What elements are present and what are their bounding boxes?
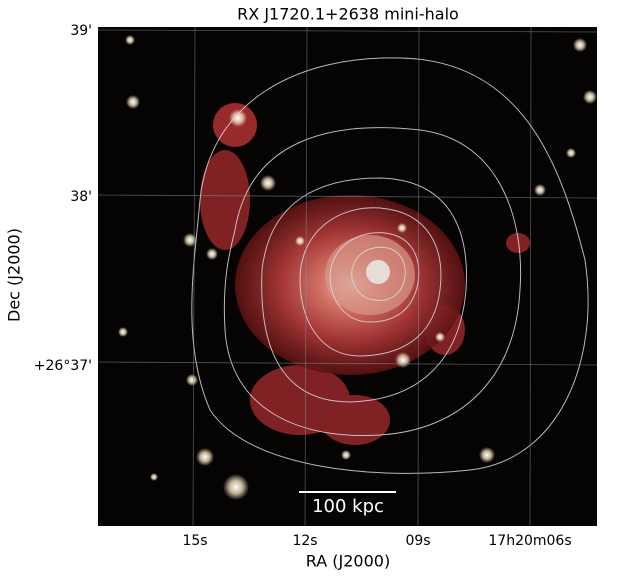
y-tick-label: 38' bbox=[70, 189, 92, 205]
contours bbox=[191, 57, 589, 474]
grid bbox=[98, 27, 597, 526]
scale-bar-label: 100 kpc bbox=[312, 496, 384, 517]
x-axis-label: RA (J2000) bbox=[306, 552, 390, 571]
y-tick-label: +26°37' bbox=[34, 358, 92, 374]
y-axis-label: Dec (J2000) bbox=[5, 228, 24, 322]
title: RX J1720.1+2638 mini-halo bbox=[237, 5, 459, 24]
x-tick-label: 09s bbox=[405, 533, 430, 549]
sky-image bbox=[98, 27, 597, 526]
y-tick-label: 39' bbox=[70, 23, 92, 39]
x-tick-label: 17h20m06s bbox=[488, 533, 571, 549]
x-tick-label: 15s bbox=[182, 533, 207, 549]
x-tick-label: 12s bbox=[292, 533, 317, 549]
